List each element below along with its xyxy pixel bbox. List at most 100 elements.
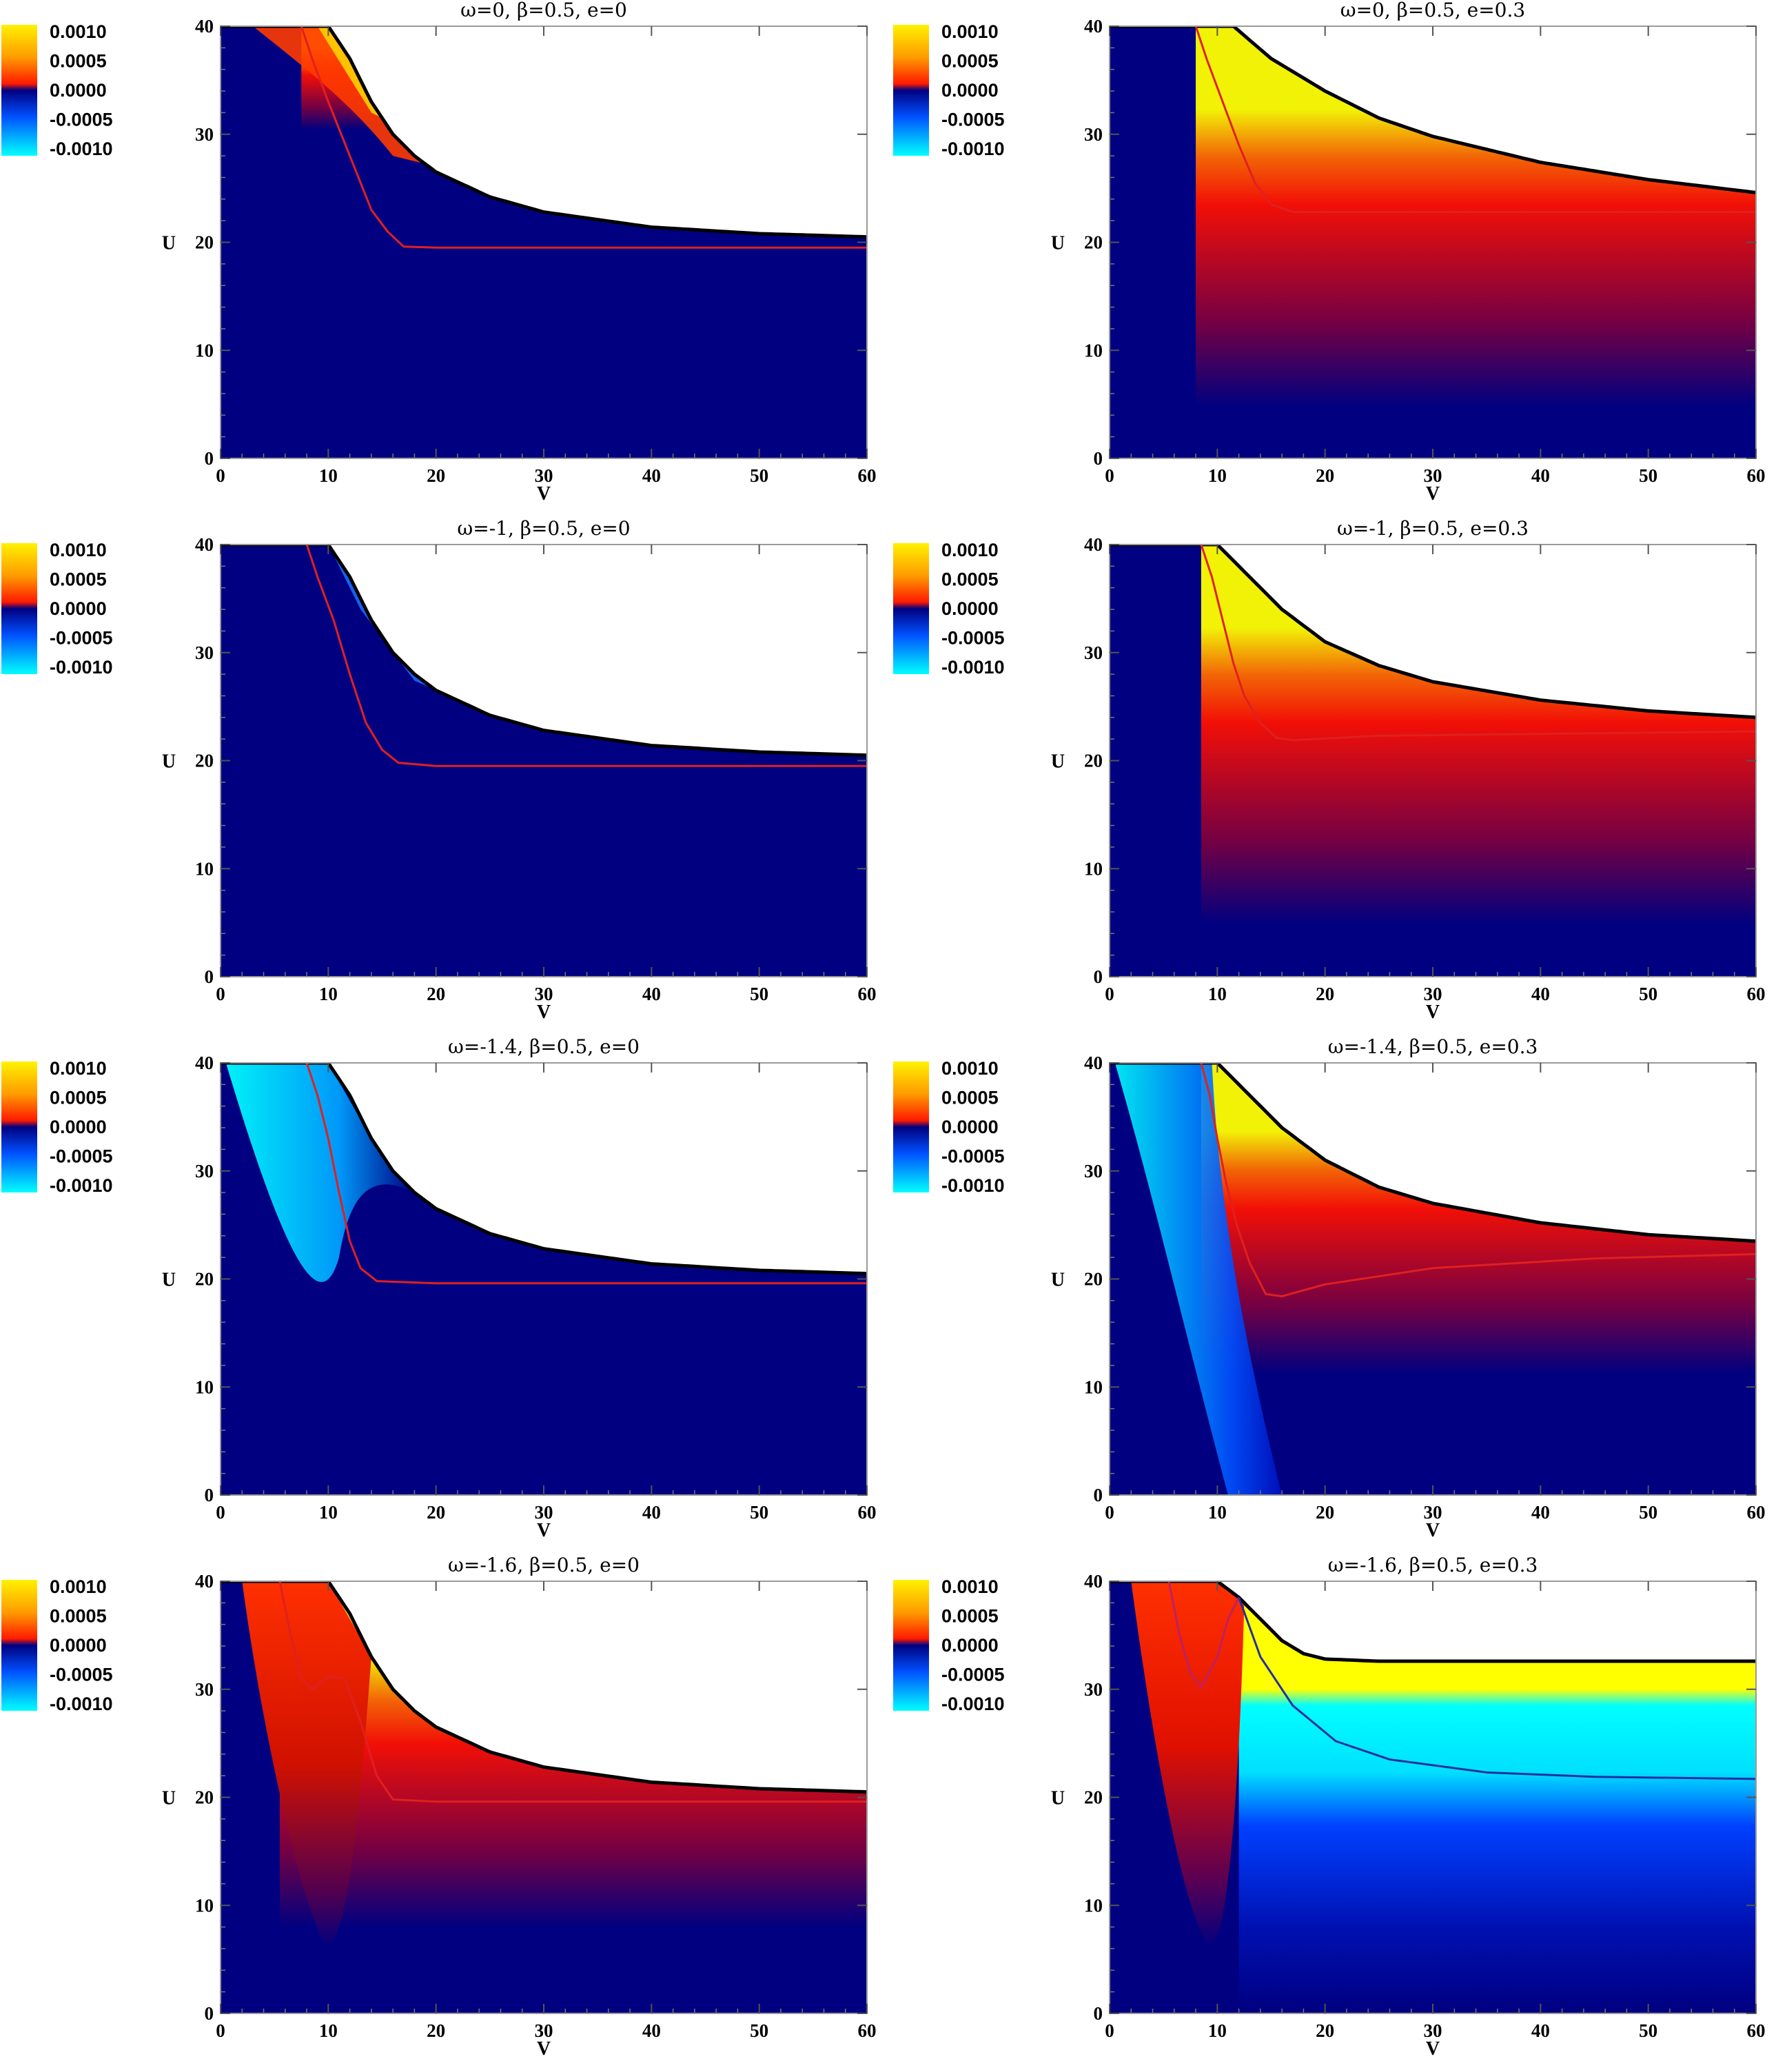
apparent-horizon-curve	[300, 26, 867, 249]
colorbar-label: 0.0005	[50, 569, 107, 590]
chart-svg: 0.0010 0.0005 0.0000 -0.0005 -0.0010 0 10 20 30 4…	[893, 517, 1766, 1023]
x-tick-label: 20	[427, 1502, 445, 1523]
x-tick-label: 10	[1208, 2020, 1227, 2041]
y-tick-label: 30	[1084, 1679, 1103, 1700]
x-tick-label: 40	[642, 1502, 661, 1523]
colorbar-label: -0.0010	[50, 1175, 113, 1196]
x-tick-label: 0	[216, 465, 225, 486]
x-tick-label: 60	[1747, 1502, 1766, 1523]
x-axis-label: V	[1426, 483, 1440, 505]
chart-panel-6: 0.0010 0.0005 0.0000 -0.0005 -0.0010 0 10 20 30 4…	[889, 1035, 1776, 1554]
apparent-horizon-curve	[1167, 1581, 1240, 1689]
x-tick-label: 40	[642, 465, 661, 486]
y-tick-label: 10	[1084, 340, 1103, 360]
x-tick-label: 60	[1747, 984, 1766, 1004]
x-tick-label: 60	[858, 465, 877, 486]
colorbar-label: 0.0005	[50, 51, 107, 72]
colorbar-label: 0.0000	[50, 1635, 107, 1656]
colorbar-label: 0.0005	[50, 1088, 107, 1108]
heatmap-field	[1110, 26, 1756, 458]
apparent-horizon-curve	[1194, 26, 1756, 214]
colorbar-label: 0.0000	[50, 1117, 107, 1137]
colorbar-label: 0.0005	[941, 569, 999, 590]
colorbar-label: -0.0005	[50, 628, 113, 649]
heatmap-field	[221, 1063, 867, 1495]
y-tick-label: 20	[1084, 1787, 1103, 1808]
x-tick-label: 20	[427, 984, 445, 1004]
colorbar-label: 0.0010	[941, 1058, 999, 1079]
chart-title: ω=0, β=0.5, e=0	[460, 0, 627, 21]
colorbar-label: 0.0005	[941, 51, 999, 72]
chart-svg: 0.0010 0.0005 0.0000 -0.0005 -0.0010 0 10 20 30 4…	[1, 1554, 877, 2060]
chart-svg: 0.0010 0.0005 0.0000 -0.0005 -0.0010 0 10 20 30 4…	[893, 1554, 1766, 2060]
outside-domain	[1110, 1581, 1756, 1661]
x-tick-label: 50	[750, 465, 768, 486]
y-tick-label: 20	[195, 751, 214, 771]
colorbar	[1, 1580, 37, 1711]
x-tick-label: 10	[319, 984, 338, 1004]
apparent-horizon-curve	[305, 545, 867, 767]
colorbar	[893, 25, 929, 156]
chart-panel-2: 0.0010 0.0005 0.0000 -0.0005 -0.0010 0 10 20 30 4…	[889, 0, 1776, 517]
x-tick-label: 20	[1316, 1502, 1334, 1523]
boundary-curve	[221, 26, 867, 239]
y-tick-label: 10	[195, 858, 214, 879]
y-tick-label: 0	[205, 448, 214, 469]
colorbar-label: 0.0010	[941, 1576, 999, 1597]
x-axis-label: V	[537, 483, 551, 505]
x-tick-label: 60	[858, 1502, 877, 1523]
colorbar-label: -0.0005	[941, 628, 1005, 649]
x-tick-label: 50	[750, 1502, 768, 1523]
y-tick-label: 0	[205, 966, 214, 987]
apparent-horizon-curve	[305, 1063, 867, 1285]
colorbar-label: -0.0005	[50, 110, 113, 130]
y-tick-label: 30	[195, 124, 214, 145]
x-tick-label: 20	[1316, 2020, 1334, 2041]
x-tick-label: 0	[216, 2020, 225, 2041]
colorbar-label: 0.0010	[50, 1058, 107, 1079]
y-tick-label: 20	[195, 1787, 214, 1808]
x-tick-label: 30	[535, 984, 553, 1004]
outside-domain	[221, 1581, 867, 1792]
x-tick-label: 10	[319, 2020, 338, 2041]
x-axis-label: V	[537, 1002, 551, 1023]
apparent-horizon-curve	[1200, 1063, 1756, 1298]
negative-plume	[1114, 1063, 1283, 1495]
y-axis-label: U	[1051, 751, 1065, 773]
y-axis-label: U	[162, 1270, 176, 1291]
colorbar	[1, 543, 37, 674]
y-tick-label: 0	[1094, 966, 1103, 987]
x-tick-label: 30	[535, 2020, 553, 2041]
x-tick-label: 60	[1747, 2020, 1766, 2041]
x-tick-label: 40	[642, 984, 661, 1004]
outside-domain	[1110, 26, 1756, 193]
colorbar	[1, 1062, 37, 1192]
y-tick-label: 20	[1084, 1269, 1103, 1290]
y-axis-label: U	[1051, 1788, 1065, 1809]
y-tick-label: 10	[1084, 1377, 1103, 1397]
y-tick-label: 20	[195, 232, 214, 253]
colorbar-label: -0.0005	[50, 1146, 113, 1167]
y-tick-label: 40	[1084, 16, 1103, 37]
x-tick-label: 40	[1531, 984, 1550, 1004]
colorbar-label: -0.0010	[941, 139, 1005, 159]
x-tick-label: 50	[1639, 2020, 1657, 2041]
y-tick-label: 0	[205, 2003, 214, 2024]
y-tick-label: 40	[195, 1571, 214, 1592]
x-tick-label: 40	[642, 2020, 661, 2041]
colorbar-label: 0.0010	[941, 21, 999, 42]
x-tick-label: 30	[535, 465, 553, 486]
x-tick-label: 0	[1105, 1502, 1114, 1523]
y-axis-label: U	[1051, 233, 1065, 254]
y-tick-label: 0	[1094, 2003, 1103, 2024]
x-tick-label: 50	[1639, 1502, 1657, 1523]
x-tick-label: 40	[1531, 465, 1550, 486]
x-tick-label: 20	[427, 2020, 445, 2041]
chart-title: ω=-1, β=0.5, e=0.3	[1337, 517, 1529, 540]
positive-field	[301, 26, 867, 458]
x-tick-label: 20	[1316, 984, 1334, 1004]
x-tick-label: 10	[1208, 1502, 1227, 1523]
y-axis-label: U	[1051, 1270, 1065, 1291]
negative-plume	[225, 1063, 415, 1282]
colorbar	[893, 1062, 929, 1192]
